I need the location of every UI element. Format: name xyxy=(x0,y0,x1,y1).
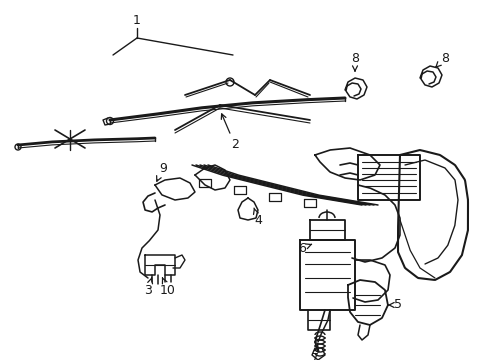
Text: 8: 8 xyxy=(350,51,358,71)
Text: 6: 6 xyxy=(298,242,311,255)
Text: 7: 7 xyxy=(310,346,318,360)
Text: 5: 5 xyxy=(387,298,401,311)
Text: 1: 1 xyxy=(133,13,141,27)
Text: 10: 10 xyxy=(160,278,176,297)
Text: 4: 4 xyxy=(253,208,262,226)
Text: 3: 3 xyxy=(144,278,152,297)
Text: 2: 2 xyxy=(221,114,239,152)
Text: 9: 9 xyxy=(156,162,166,181)
Text: 8: 8 xyxy=(435,51,448,67)
